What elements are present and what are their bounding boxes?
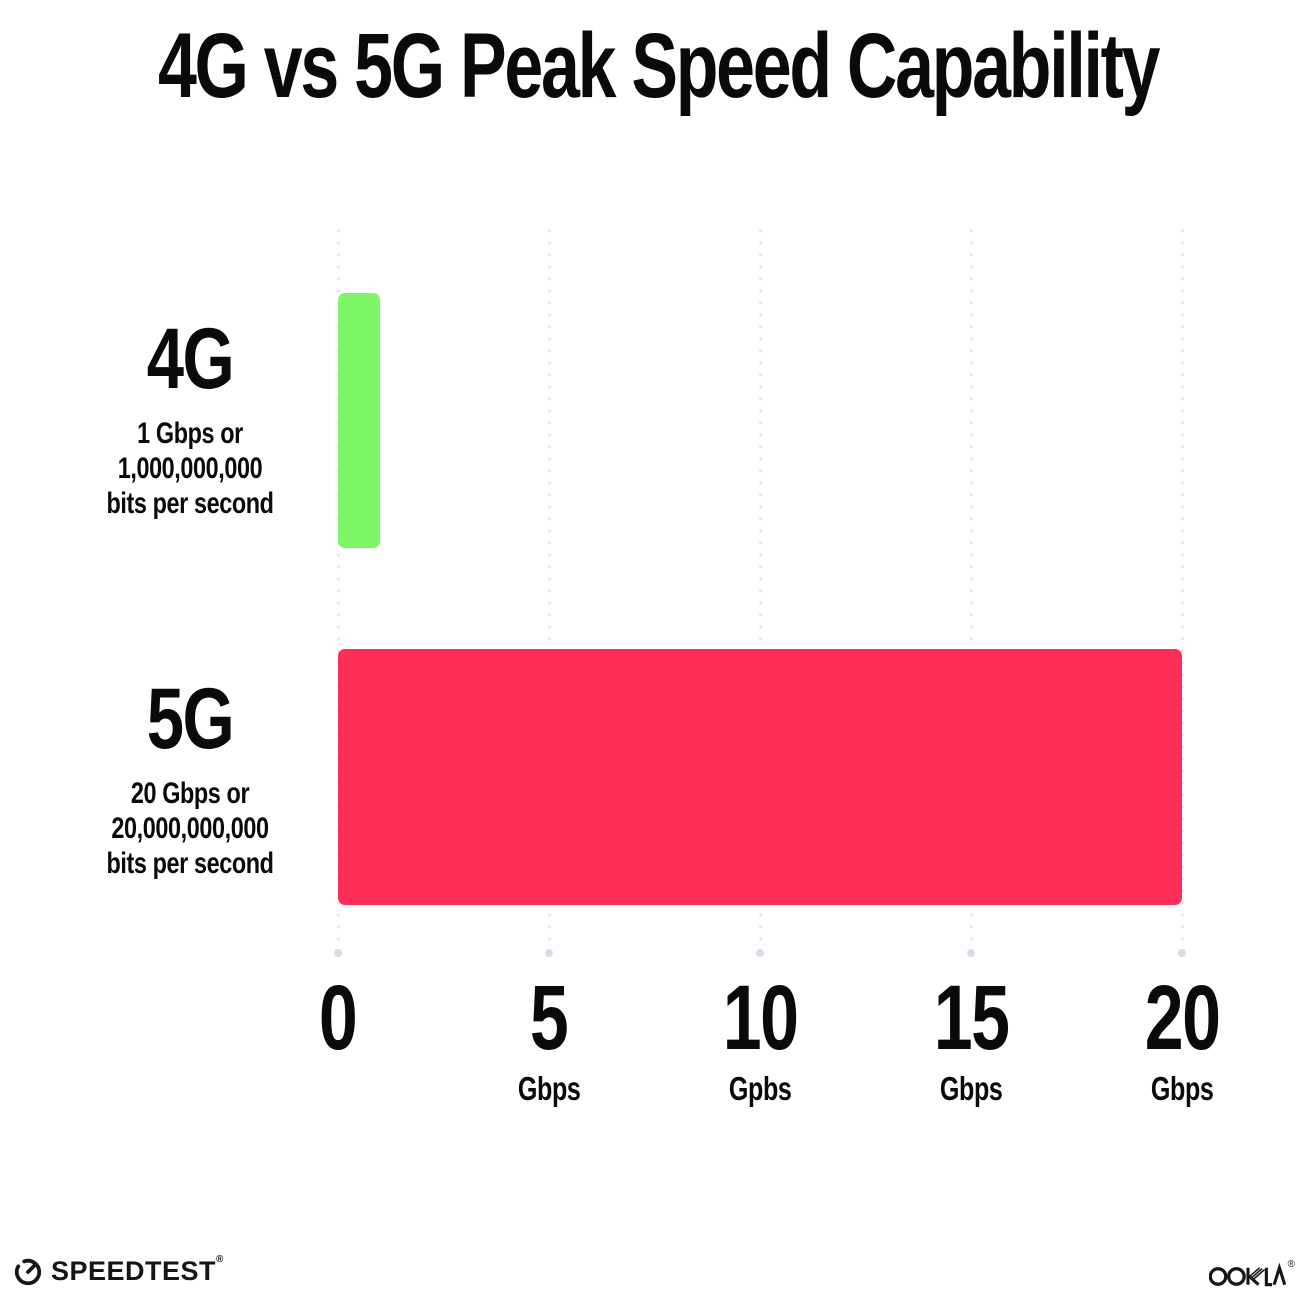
x-tick-20-value: 20 [1144,967,1221,1069]
x-tick-5-value: 5 [530,967,569,1069]
row-label-4g-title: 4G [146,311,235,407]
row-label-5g-sub-line3: bits per second [106,847,274,880]
ookla-wordmark [1208,1262,1286,1287]
speedtest-wordmark: SPEEDTEST® [51,1254,224,1286]
x-tick-0: 0 [168,972,508,1088]
row-label-4g-sub-line3: bits per second [106,487,274,520]
gridline-20 [1180,225,1184,953]
bar-4g [338,293,380,548]
x-tick-5-unit: Gbps [517,1070,581,1107]
x-tick-10-value: 10 [722,967,799,1069]
title-row: 4G vs 5G Peak Speed Capability [0,15,1308,117]
ookla-trademark: ® [1287,1259,1295,1270]
row-label-5g-sub-line1: 20 Gbps or [130,777,250,810]
page-title: 4G vs 5G Peak Speed Capability [157,15,1161,117]
x-tick-15-value: 15 [933,967,1010,1069]
gridline-end-dot-5 [545,949,553,957]
x-tick-20: 20 Gbps [1012,972,1308,1108]
x-tick-10: 10 Gpbs [590,972,930,1108]
gridline-end-dot-10 [756,949,764,957]
row-label-4g-sub-line2: 1,000,000,000 [117,452,263,485]
gridline-end-dot-0 [334,949,342,957]
speedtest-trademark: ® [216,1254,224,1265]
gridline-0 [336,225,340,953]
bar-5g [338,649,1182,905]
gridline-end-dot-20 [1178,949,1186,957]
row-label-4g-sub-line1: 1 Gbps or [137,417,243,450]
row-label-5g-title: 5G [146,671,235,767]
gridline-end-dot-15 [967,949,975,957]
row-label-5g: 5G 20 Gbps or 20,000,000,000 bits per se… [55,676,325,881]
x-tick-20-unit: Gbps [1150,1070,1214,1107]
row-label-4g: 4G 1 Gbps or 1,000,000,000 bits per seco… [55,316,325,521]
x-tick-5: 5 Gbps [379,972,719,1108]
x-tick-0-value: 0 [319,967,358,1069]
x-tick-15-unit: Gbps [939,1070,1003,1107]
x-tick-10-unit: Gpbs [728,1070,792,1107]
ookla-logo: ® [1208,1259,1295,1290]
x-tick-15: 15 Gbps [801,972,1141,1108]
row-label-4g-subtitle: 1 Gbps or 1,000,000,000 bits per second [55,416,325,521]
gridline-10 [758,225,762,953]
gauge-icon [14,1258,42,1285]
gridline-15 [969,225,973,953]
speedtest-logo: SPEEDTEST® [13,1254,224,1287]
gridline-5 [547,225,551,953]
row-label-5g-sub-line2: 20,000,000,000 [111,812,269,845]
row-label-5g-subtitle: 20 Gbps or 20,000,000,000 bits per secon… [55,776,325,881]
